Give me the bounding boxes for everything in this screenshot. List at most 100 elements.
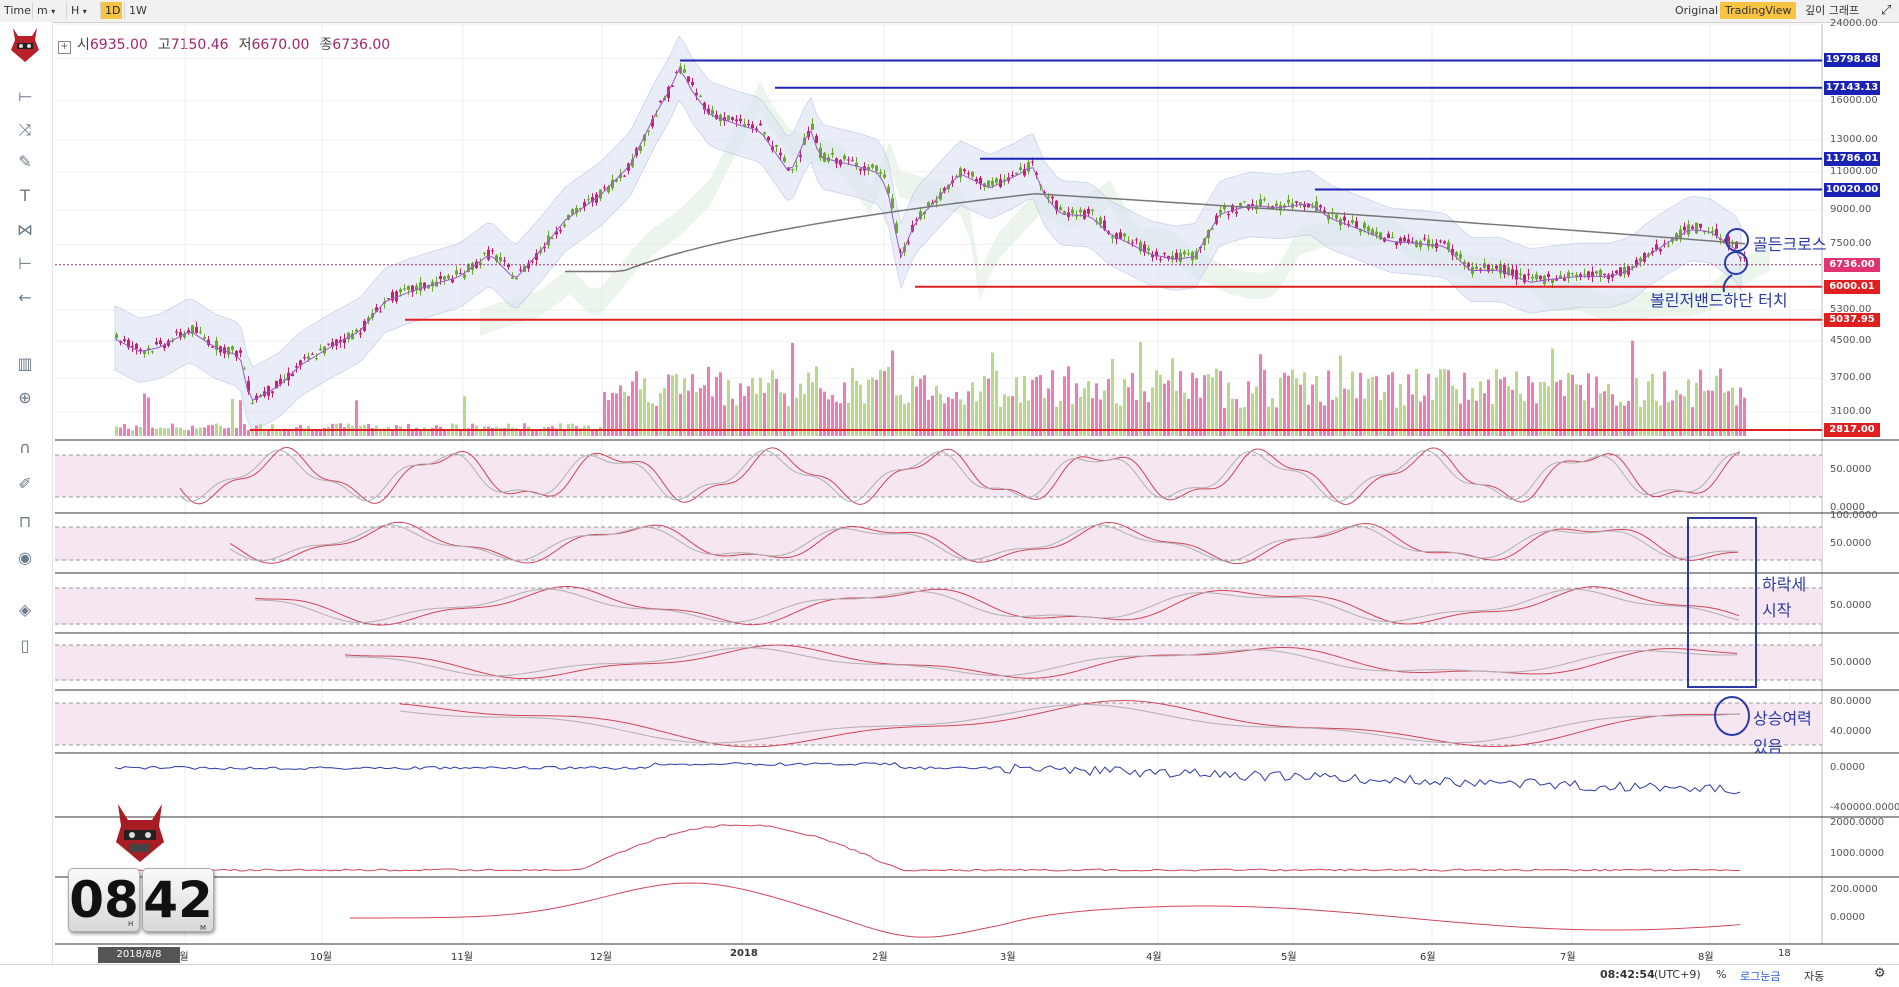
- hour-interval-button[interactable]: H ▾: [66, 2, 92, 19]
- lock-icon[interactable]: ⊓: [18, 512, 32, 531]
- candle-body: [1343, 216, 1346, 221]
- fullscreen-icon[interactable]: ⤢: [1881, 3, 1892, 18]
- candle-body: [535, 253, 538, 260]
- depth-chart-button[interactable]: 깊이 그래프: [1805, 4, 1860, 17]
- candle-body: [307, 356, 310, 359]
- layers-icon[interactable]: ◈: [18, 600, 32, 619]
- volume-bar: [1427, 373, 1430, 436]
- back-arrow-icon[interactable]: ←: [18, 288, 32, 307]
- zoom-icon[interactable]: ⊕: [18, 388, 32, 407]
- volume-bar: [1487, 379, 1490, 436]
- volume-bar: [1223, 407, 1226, 436]
- volume-bar: [387, 426, 390, 436]
- volume-bar: [771, 370, 774, 436]
- candle-body: [1335, 214, 1338, 219]
- volume-bar: [851, 367, 854, 436]
- candle-body: [299, 360, 302, 366]
- volume-bar: [1627, 400, 1630, 436]
- volume-bar: [879, 369, 882, 436]
- volume-bar: [191, 425, 194, 436]
- trash-icon[interactable]: ▯: [20, 636, 30, 655]
- brush-icon[interactable]: ✎: [18, 152, 32, 171]
- chart-settings-icon[interactable]: ▥: [17, 354, 33, 373]
- volume-bar: [859, 384, 862, 436]
- candle-body: [151, 351, 154, 353]
- volume-bar: [163, 428, 166, 436]
- candle-body: [1287, 199, 1290, 203]
- volume-bar: [899, 394, 902, 436]
- candle-body: [1663, 243, 1666, 245]
- candle-body: [255, 395, 258, 400]
- candle-body: [187, 330, 190, 334]
- volume-bar: [1639, 406, 1642, 436]
- volume-bar: [763, 392, 766, 436]
- candle-body: [1215, 215, 1218, 224]
- text-icon[interactable]: T: [20, 186, 30, 205]
- candle-body: [1507, 267, 1510, 275]
- lock-pencil-icon[interactable]: ✐: [18, 474, 32, 493]
- candle-body: [207, 339, 210, 345]
- candle-body: [743, 124, 746, 127]
- candle-body: [347, 332, 350, 340]
- magnet-icon[interactable]: ∩: [19, 438, 31, 457]
- tradingview-button[interactable]: TradingView: [1720, 2, 1797, 19]
- candle-body: [1247, 204, 1250, 209]
- price-axis-tick: 9000.00: [1830, 203, 1872, 215]
- minute-interval-button[interactable]: m ▾: [32, 2, 58, 19]
- expand-icon[interactable]: +: [58, 41, 71, 54]
- volume-bar: [735, 405, 738, 436]
- candle-body: [899, 251, 902, 253]
- candle-body: [915, 219, 918, 221]
- candle-body: [1719, 238, 1722, 241]
- candle-body: [451, 279, 454, 283]
- macd-line: [349, 882, 1741, 938]
- auto-scale-button[interactable]: 자동: [1804, 970, 1825, 983]
- measure-icon[interactable]: ⊢: [18, 254, 32, 273]
- log-scale-button[interactable]: 로그눈금: [1740, 970, 1781, 983]
- timezone[interactable]: (UTC+9): [1654, 968, 1701, 981]
- candle-body: [647, 130, 650, 132]
- volume-bar: [1287, 375, 1290, 436]
- volume-bar: [1615, 405, 1618, 436]
- pattern-icon[interactable]: ⋈: [17, 220, 33, 239]
- volume-bar: [1607, 383, 1610, 436]
- candle-body: [143, 350, 146, 354]
- volume-bar: [1159, 374, 1162, 436]
- volume-bar: [691, 374, 694, 436]
- volume-bar: [1659, 405, 1662, 436]
- atr-line: [114, 824, 1741, 872]
- candle-body: [367, 317, 370, 322]
- candle-body: [267, 385, 270, 396]
- volume-bar: [1267, 406, 1270, 436]
- time-button[interactable]: Time: [4, 4, 31, 17]
- volume-bar: [1195, 377, 1198, 436]
- downtrend-annotation-1: 하락세: [1762, 575, 1807, 594]
- candle-body: [1135, 239, 1138, 241]
- candle-body: [995, 178, 998, 183]
- day-interval-button[interactable]: 1D: [100, 2, 122, 19]
- settings-gear-icon[interactable]: ⚙: [1874, 966, 1886, 981]
- trend-tool-icon[interactable]: ⤨: [18, 120, 32, 139]
- candle-body: [1091, 209, 1094, 211]
- candle-body: [1363, 223, 1366, 229]
- eye-icon[interactable]: ◉: [18, 548, 32, 567]
- candle-body: [1467, 263, 1470, 267]
- volume-bar: [995, 370, 998, 436]
- candle-body: [839, 159, 842, 165]
- line-tool-icon[interactable]: ⟝: [18, 86, 32, 105]
- volume-bar: [255, 425, 258, 436]
- volume-bar: [395, 425, 398, 436]
- percent-scale-button[interactable]: %: [1716, 968, 1727, 981]
- candle-body: [979, 177, 982, 185]
- clock-minutes: 42: [142, 868, 214, 932]
- candle-body: [1235, 211, 1238, 214]
- volume-bar: [1571, 374, 1574, 436]
- price-axis-tick: 3700.00: [1830, 372, 1872, 384]
- volume-bar: [179, 427, 182, 436]
- original-view-button[interactable]: Original: [1675, 4, 1719, 17]
- candle-body: [1531, 276, 1534, 279]
- volume-bar: [1315, 375, 1318, 436]
- candle-body: [791, 169, 794, 171]
- volume-bar: [351, 425, 354, 436]
- week-interval-button[interactable]: 1W: [124, 2, 148, 19]
